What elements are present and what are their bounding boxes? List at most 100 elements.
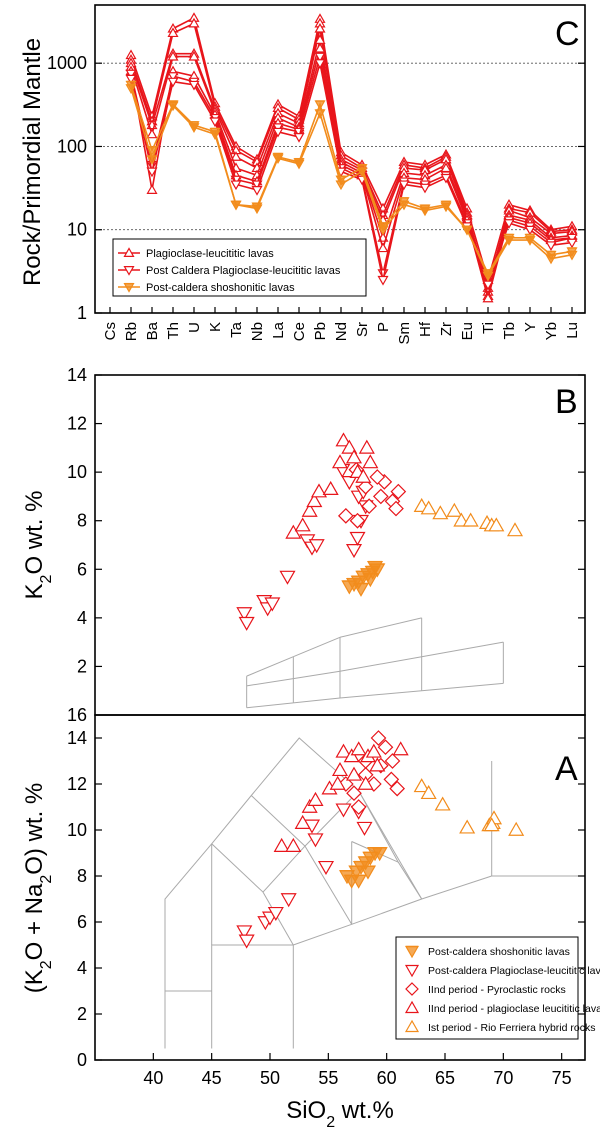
data-point (369, 757, 386, 772)
legend-label: Post-caldera shoshonitic lavas (428, 946, 570, 958)
data-point (345, 449, 363, 464)
x-tick-label: 65 (435, 1068, 455, 1088)
element-label: P (375, 322, 392, 332)
series-point (482, 292, 494, 303)
series-point (146, 184, 158, 194)
legend-label: Post-caldera shoshonitic lavas (146, 282, 295, 294)
y-tick-label: 10 (67, 220, 87, 240)
data-point (362, 454, 379, 469)
data-point (335, 803, 352, 818)
series-point (146, 128, 158, 139)
legend-label: Plagioclase-leucititic lavas (146, 248, 274, 260)
series-line (130, 16, 573, 283)
data-point (434, 796, 451, 811)
series-point (524, 225, 536, 236)
panel-b-letter: B (555, 383, 578, 421)
data-point (506, 522, 524, 537)
series-point (293, 133, 305, 143)
series-line (130, 84, 573, 275)
series-1 (236, 803, 373, 949)
x-tick-label: 75 (552, 1068, 572, 1088)
element-label: Ta (228, 321, 245, 338)
data-point (310, 483, 328, 498)
data-point (446, 502, 463, 517)
y-tick-label: 6 (77, 559, 87, 579)
element-label: Yb (543, 322, 560, 340)
data-point (357, 775, 374, 790)
data-point (350, 799, 367, 815)
data-point (264, 597, 281, 612)
element-label: Zr (438, 322, 455, 336)
classification-line (339, 690, 422, 699)
element-label: Ba (144, 321, 161, 340)
data-point (335, 432, 352, 447)
series-point (146, 167, 158, 178)
legend-label: IInd period - Pyroclastic rocks (428, 984, 566, 996)
data-point (390, 483, 407, 500)
series-point (272, 127, 284, 138)
series-0 (338, 847, 388, 889)
x-tick-label: 60 (377, 1068, 397, 1088)
classification-line (304, 845, 353, 925)
series-point (188, 80, 200, 91)
series-point (167, 27, 179, 38)
data-point (238, 934, 255, 949)
series-point (251, 204, 263, 215)
data-point (392, 741, 409, 756)
y-tick-label: 8 (77, 866, 87, 886)
y-tick-label: 14 (67, 365, 87, 385)
data-point (329, 775, 346, 790)
element-label: Th (165, 322, 182, 340)
data-point (420, 500, 437, 515)
data-point (317, 860, 335, 876)
data-point (384, 753, 401, 769)
data-point (365, 743, 382, 758)
data-point (341, 476, 358, 491)
data-point (432, 505, 449, 520)
element-label: Ti (480, 322, 497, 334)
element-label: Tb (501, 322, 518, 340)
classification-line (293, 636, 341, 658)
panel-a-points (236, 730, 525, 949)
panel-a-legend: Post-caldera shoshonitic lavas Post-calde… (395, 936, 600, 1040)
data-point (301, 502, 318, 517)
series-point (314, 52, 326, 63)
series-point (251, 186, 263, 196)
series-point (293, 159, 305, 170)
data-point (488, 517, 505, 532)
data-point (377, 739, 394, 756)
data-point (462, 512, 479, 527)
data-point (335, 743, 352, 758)
series-point (545, 241, 557, 252)
series-point (125, 74, 137, 85)
legend-label: IInd period - plagioclase leucititic lav… (428, 1003, 600, 1015)
data-point (331, 761, 349, 777)
panel-b-y-ticks: 2 4 6 8 10 12 14 16 (67, 365, 585, 725)
x-tick-label: 40 (143, 1068, 163, 1088)
data-point (356, 821, 373, 836)
element-label: Sr (354, 322, 371, 337)
series-point (419, 206, 431, 217)
panel-b-classification-lines (246, 617, 504, 709)
series-point (314, 100, 326, 111)
data-point (355, 468, 372, 483)
panel-a-y-ticks: 0 2 4 6 8 10 12 14 (67, 728, 585, 1070)
series-point (230, 180, 242, 191)
y-tick-label: 2 (77, 1004, 87, 1024)
data-point (285, 837, 302, 852)
series-point (188, 17, 200, 28)
element-label: Eu (459, 322, 476, 340)
data-point (343, 748, 360, 763)
y-tick-label: 6 (77, 912, 87, 932)
x-tick-label: 55 (318, 1068, 338, 1088)
panel-c-y-axis-label: Rock/Primordial Mantle (19, 38, 46, 286)
panel-c-legend: Plagioclase-leucititic lavas Post Caldera… (112, 238, 367, 297)
classification-line (250, 795, 306, 847)
y-tick-label: 4 (77, 958, 87, 978)
series-point (503, 219, 515, 229)
classification-line (339, 617, 422, 638)
series-1 (236, 463, 374, 631)
series-point (419, 183, 431, 194)
series-point (125, 69, 137, 80)
